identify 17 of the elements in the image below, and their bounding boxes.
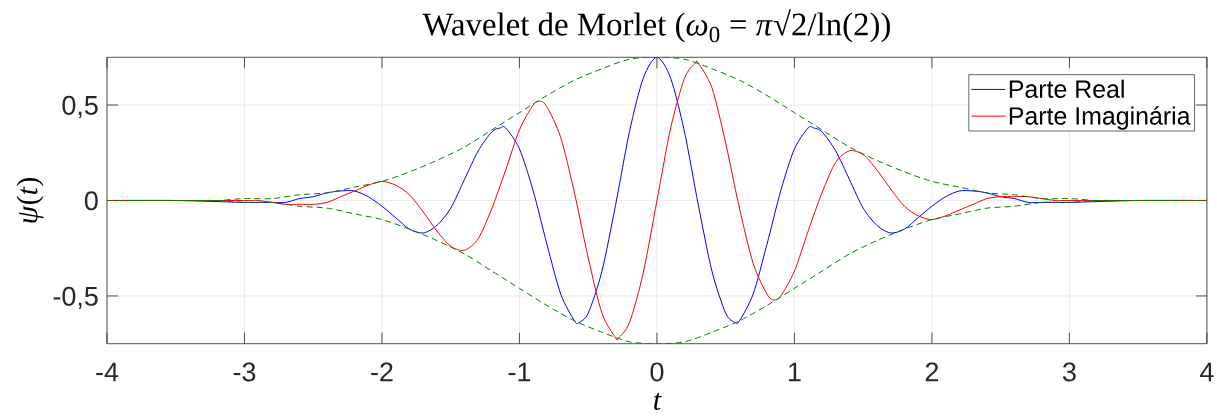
x-tick-label: -3 [233,362,256,382]
x-tick-label: 1 [789,362,801,382]
x-tick-label: -4 [96,362,119,382]
legend-label: Parte Real [1009,79,1124,98]
y-tick-label: 0,5 [62,95,98,119]
y-tick-label: -0,5 [53,286,98,309]
x-axis-title: t [654,392,662,410]
x-tick-label: 0 [650,362,664,382]
x-tick-label: -1 [508,362,531,382]
x-tick-label: -2 [371,362,393,382]
x-tick-label: 2 [925,362,939,382]
x-tick-label: 4 [1200,362,1214,382]
y-axis-title: ψ(t) [16,177,44,223]
x-tick-label: 3 [1062,362,1076,382]
y-tick-label: 0 [84,191,98,211]
legend-label: Parte Imaginária [1009,106,1191,130]
chart-title: Wavelet de Morlet (ω$_{0}$ = π√2/ln(2)) [422,9,890,43]
